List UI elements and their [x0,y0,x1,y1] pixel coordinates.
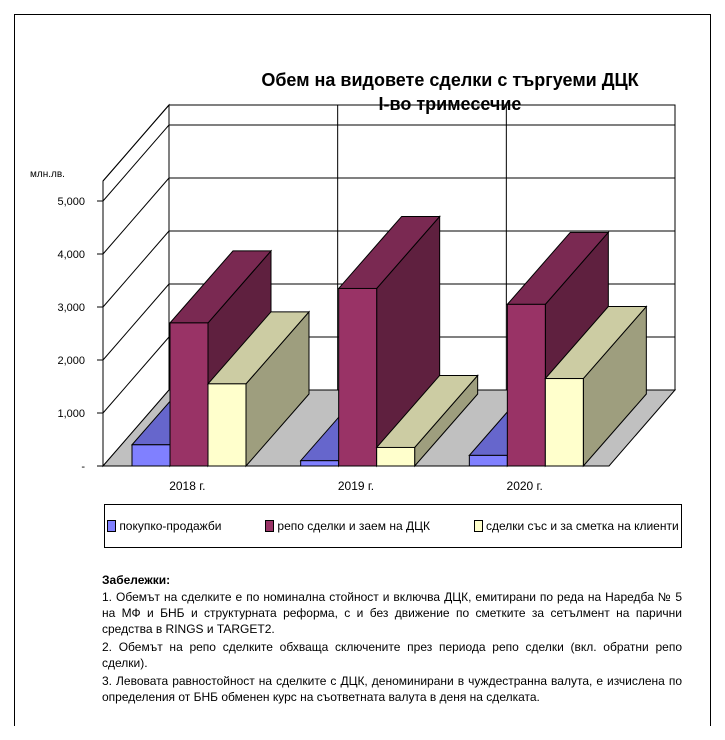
note-3: 3. Левовата равностойност на сделките с … [102,674,682,704]
note-2: 2. Обемът на репо сделките обхваща сключ… [102,640,682,670]
legend-label-sales: покупко-продажби [119,519,222,533]
gridline-side [102,336,170,414]
bar [300,460,340,467]
x-tick-label: 2020 г. [507,479,543,493]
x-tick-label: 2018 г. [169,479,205,493]
bar [544,378,584,467]
chart-title-line1: Обем на видовете сделки с търгуеми ДЦК [261,70,639,90]
legend-swatch-clients [473,520,483,532]
legend-item-clients: сделки със и за сметка на клиенти [473,519,679,533]
y-tick-label: 3,000 [57,302,85,314]
chart-title: Обем на видовете сделки с търгуеми ДЦК I… [200,68,700,116]
x-tick-label: 2019 г. [338,479,374,493]
notes-section: Забележки: 1. Обемът на сделките е по но… [102,572,682,707]
bar [468,454,508,467]
y-tick-label: - [81,461,85,473]
bar [131,444,171,467]
y-tick-label: 4,000 [57,249,85,261]
note-1: 1. Обемът на сделките е по номинална сто… [102,590,682,636]
side-wall-top [102,104,170,182]
bar [169,322,209,467]
gridline-side [102,283,170,361]
gridline-side [102,230,170,308]
chart-plot: - 1,000 2,000 3,000 4,000 5,000 млн.лв. 2018 г.… [30,103,677,493]
bar [207,383,247,467]
gridline-side [102,177,170,255]
page-frame [14,14,711,726]
legend-label-repo: репо сделки и заем на ДЦК [277,519,430,533]
legend-label-clients: сделки със и за сметка на клиенти [485,519,679,533]
chart-title-line2: I-во тримесечие [378,94,522,114]
bar [506,303,546,467]
y-tick-label: 2,000 [57,355,85,367]
bar [376,446,416,467]
y-tick-label: 5,000 [57,196,85,208]
legend-item-repo: репо сделки и заем на ДЦК [265,519,430,533]
gridline-side [102,124,170,202]
legend-item-sales: покупко-продажби [107,519,221,533]
legend-swatch-sales [107,520,117,532]
bar [338,287,378,467]
legend-swatch-repo [265,520,275,532]
y-axis-label: млн.лв. [30,169,65,180]
notes-heading: Забележки: [102,573,171,587]
chart-legend: покупко-продажби репо сделки и заем на Д… [104,504,682,548]
y-tick-label: 1,000 [57,408,85,420]
